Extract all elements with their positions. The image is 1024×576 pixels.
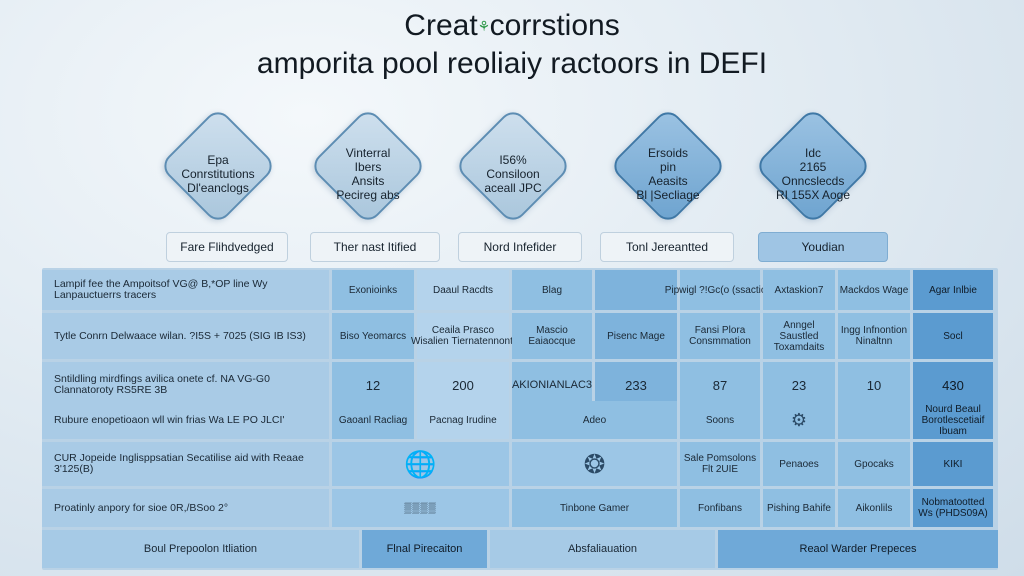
category-pill-5: Youdian	[758, 232, 888, 262]
table-cell: 200	[417, 362, 509, 408]
table-cell: Axtaskion7	[763, 270, 835, 310]
table-cell: 10	[838, 362, 910, 408]
table-cell: 23	[763, 362, 835, 408]
diamond-text-line: RI 155X Aoge	[775, 188, 851, 202]
category-pill-3: Nord Infefider	[458, 232, 582, 262]
table-cell: Daaul Racdts	[417, 270, 509, 310]
table-cell: ▒▒▒▒	[332, 489, 509, 527]
table-cell: Gpocaks	[838, 442, 910, 486]
table-cell: Ingg Infnontion Ninaltnn	[838, 313, 910, 359]
title-line1b: corrstions	[489, 9, 620, 42]
table-cell: 430	[913, 362, 993, 408]
table-cell: Anngel Saustled Toxamdaits	[763, 313, 835, 359]
table-cell: Ceaila Prasco Wisalien Tiernatennonti	[411, 313, 515, 359]
row-label: Rubure enopetioaon wll win frias Wa LE P…	[42, 401, 329, 439]
table-cell: 🌐	[332, 442, 509, 486]
row-label: CUR Jopeide Inglisppsatian Secatilise ai…	[42, 442, 329, 486]
diamond-text-line: 2165	[799, 160, 827, 174]
table-cell: Gaoanl Racliag	[332, 401, 414, 439]
table-cell	[838, 401, 910, 439]
diamond-label-1: Epa Conrstitutions Dl'eanclogs	[153, 122, 283, 226]
diamond-label-2: Vinterral Ibers Ansits Pecireg abs	[303, 122, 433, 226]
table-row: Sntildling mirdfings avilica onete cf. N…	[42, 362, 998, 408]
diamond-label-5: Idc 2165 Onncslecds RI 155X Aoge	[748, 122, 878, 226]
table-cell: AKIONIANLAC3	[512, 362, 592, 408]
table-row: Rubure enopetioaon wll win frias Wa LE P…	[42, 401, 998, 439]
row-label: Sntildling mirdfings avilica onete cf. N…	[42, 362, 329, 408]
table-cell: Biso Yeomarcs	[332, 313, 414, 359]
globe-icon: ❂	[583, 449, 606, 479]
table-cell: Mackdos Wage	[838, 270, 910, 310]
diamond-row: Epa Conrstitutions Dl'eanclogs Vinterral…	[0, 106, 1024, 226]
diamond-text-line: Consiloon	[486, 167, 540, 181]
table-cell: ⚙	[763, 401, 835, 439]
table-cell: Exonioinks	[332, 270, 414, 310]
diamond-text-line: Vinterral	[345, 146, 391, 160]
diamond-text-line: Bl |Secliage	[636, 188, 700, 202]
table-cell: Nourd Beaul Borotlescetiaif Ibuam	[913, 401, 993, 439]
table-cell: Aikonlils	[838, 489, 910, 527]
table-cell: Tinbone Gamer	[512, 489, 677, 527]
diamond-text-line: Conrstitutions	[181, 167, 255, 181]
table-cell	[595, 270, 677, 310]
table-cell: ❂	[512, 442, 677, 486]
table-cell: Fansi Plora Consmmation	[680, 313, 760, 359]
table-cell: 87	[680, 362, 760, 408]
table-row: CUR Jopeide Inglisppsatian Secatilise ai…	[42, 442, 998, 486]
table-cell: 12	[332, 362, 414, 408]
footer-cell: Reaol Warder Prepeces	[718, 530, 998, 568]
table-cell: Sale Pomsolons Flt 2UIE	[680, 442, 760, 486]
diamond-text-line: aceall JPC	[484, 181, 542, 195]
table-row: Lampif fee the Ampoitsof VG@ B,*OP line …	[42, 270, 998, 310]
category-pill-1: Fare Flihdvedged	[166, 232, 288, 262]
diamond-text-line: Idc	[804, 146, 821, 160]
diamond-text-line: Aeasits	[648, 174, 688, 188]
diamond-text-line: I56%	[499, 153, 527, 167]
table-cell: Blag	[512, 270, 592, 310]
row-label: Tytle Conrn Delwaace wilan. ?I5S + 7025 …	[42, 313, 329, 359]
table-cell: Fonfibans	[680, 489, 760, 527]
footer-row: Boul Prepoolon Itliation Flnal Pirecaito…	[42, 530, 998, 568]
diamond-text-line: Pecireg abs	[336, 188, 400, 202]
diamond-text-line: Epa	[207, 153, 229, 167]
table-cell: Penaoes	[763, 442, 835, 486]
table-cell: Pipwigl ?!Gc(o (ssaction)	[665, 270, 775, 310]
table-cell: Mascio Eaiaocque	[512, 313, 592, 359]
title-line2: amporita pool reoliaiy ractoors in DEFI	[256, 47, 768, 80]
table-cell: Pacnag Irudine	[417, 401, 509, 439]
footer-cell: Absfaliauation	[490, 530, 715, 568]
table-cell: Socl	[913, 313, 993, 359]
page-title: Creat⚘corrstions amporita pool reoliaiy …	[0, 6, 1024, 84]
table-cell: Nobmatootted Ws (PHDS09A)	[913, 489, 993, 527]
cog-icon: ⚙	[790, 410, 808, 430]
globe-icon: 🌐	[404, 449, 437, 479]
category-pill-2: Ther nast Itified	[310, 232, 440, 262]
diamond-text-line: Ersoids	[647, 146, 688, 160]
table-cell: Pisenc Mage	[595, 313, 677, 359]
diamond-text-line: Ibers	[354, 160, 382, 174]
table-row: Proatinly anpory for sioe 0R,/BSoo 2° ▒▒…	[42, 489, 998, 527]
diamond-label-4: Ersoids pin Aeasits Bl |Secliage	[603, 122, 733, 226]
diamond-text-line: Onncslecds	[781, 174, 845, 188]
table-cell: KIKI	[913, 442, 993, 486]
footer-cell: Boul Prepoolon Itliation	[42, 530, 359, 568]
table-cell: Pishing Bahife	[763, 489, 835, 527]
comparison-table: Lampif fee the Ampoitsof VG@ B,*OP line …	[42, 268, 998, 570]
diamond-text-line: Dl'eanclogs	[187, 181, 249, 195]
footer-cell: Flnal Pirecaiton	[362, 530, 487, 568]
table-cell: Agar Inlbie	[913, 270, 993, 310]
title-line1a: Creat	[404, 9, 478, 42]
diamond-text-line: Ansits	[351, 174, 385, 188]
diamond-text-line: pin	[659, 160, 676, 174]
diamond-label-3: I56% Consiloon aceall JPC	[448, 122, 578, 226]
table-row: Tytle Conrn Delwaace wilan. ?I5S + 7025 …	[42, 313, 998, 359]
row-label: Proatinly anpory for sioe 0R,/BSoo 2°	[42, 489, 329, 527]
table-cell: Soons	[680, 401, 760, 439]
stamp-icon: ▒▒▒▒	[404, 502, 437, 514]
leaf-icon: ⚘	[477, 18, 491, 34]
table-cell: Adeo	[512, 401, 677, 439]
row-label: Lampif fee the Ampoitsof VG@ B,*OP line …	[42, 270, 329, 310]
category-pill-4: Tonl Jereantted	[600, 232, 734, 262]
table-cell: 233	[595, 362, 677, 408]
